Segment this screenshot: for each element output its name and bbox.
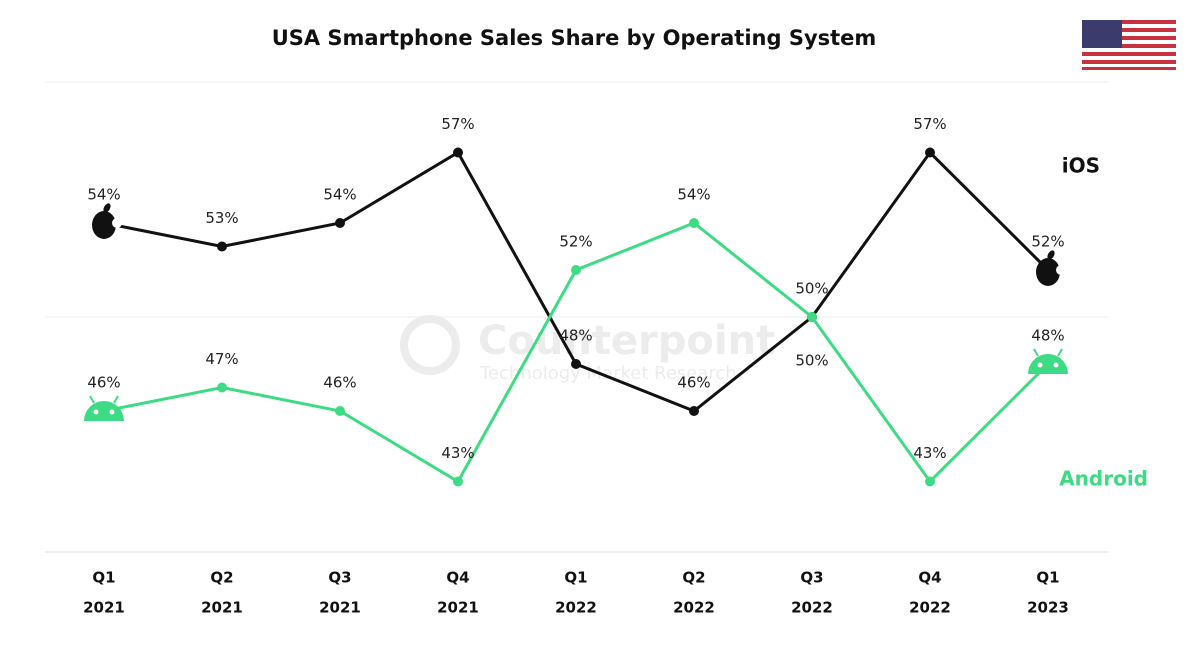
data-label: 48% bbox=[1031, 327, 1064, 345]
legend-label: iOS bbox=[1062, 154, 1100, 178]
x-tick-label: Q1 bbox=[1036, 569, 1059, 587]
point bbox=[571, 359, 581, 369]
watermark: Counterpoint Technology Market Research bbox=[400, 315, 775, 384]
point bbox=[925, 147, 935, 158]
icon-body bbox=[84, 401, 124, 421]
x-tick-label: 2022 bbox=[791, 599, 833, 617]
data-label: 46% bbox=[323, 374, 356, 392]
android-icon bbox=[1028, 348, 1068, 374]
data-label: 57% bbox=[913, 115, 946, 133]
icon-antenna bbox=[89, 395, 95, 404]
point bbox=[335, 218, 345, 228]
android-icon bbox=[84, 395, 124, 421]
watermark-title: Counterpoint bbox=[478, 318, 775, 364]
apple-icon bbox=[1036, 250, 1066, 286]
data-label: 52% bbox=[1031, 233, 1064, 251]
point bbox=[571, 265, 581, 275]
x-tick-label: Q3 bbox=[800, 569, 823, 587]
apple-icon bbox=[92, 203, 122, 239]
x-tick-label: 2022 bbox=[673, 599, 715, 617]
icon-eye bbox=[93, 409, 99, 415]
data-label: 47% bbox=[205, 350, 238, 368]
data-label: 54% bbox=[87, 186, 120, 204]
icon-eye bbox=[109, 409, 115, 415]
x-tick-label: Q3 bbox=[328, 569, 351, 587]
data-label: 54% bbox=[323, 186, 356, 204]
icon-bite bbox=[1056, 265, 1066, 275]
data-label: 46% bbox=[677, 374, 710, 392]
watermark-subtitle: Technology Market Research bbox=[479, 363, 737, 384]
point bbox=[925, 476, 935, 487]
data-label: 50% bbox=[795, 352, 828, 370]
data-label: 48% bbox=[559, 327, 592, 345]
x-tick-label: Q1 bbox=[92, 569, 115, 587]
x-tick-label: Q1 bbox=[564, 569, 587, 587]
icon-eye bbox=[1037, 362, 1043, 368]
flag bbox=[1082, 20, 1176, 70]
icon-antenna bbox=[1033, 348, 1039, 357]
point bbox=[807, 312, 817, 322]
data-label: 54% bbox=[677, 186, 710, 204]
data-label: 46% bbox=[87, 374, 120, 392]
point bbox=[453, 147, 463, 158]
icon-leaf bbox=[103, 203, 111, 213]
icon-body bbox=[92, 211, 116, 239]
x-tick-label: Q2 bbox=[682, 569, 705, 587]
x-tick-label: Q4 bbox=[446, 569, 469, 587]
x-tick-label: 2021 bbox=[201, 599, 243, 617]
x-tick-label: 2023 bbox=[1027, 599, 1069, 617]
icon-bite bbox=[112, 218, 122, 228]
icon-body bbox=[1036, 258, 1060, 286]
x-tick-label: 2021 bbox=[83, 599, 125, 617]
point bbox=[689, 406, 699, 416]
data-label: 52% bbox=[559, 233, 592, 251]
x-tick-label: 2022 bbox=[909, 599, 951, 617]
data-label: 53% bbox=[205, 209, 238, 227]
x-tick-label: 2021 bbox=[437, 599, 479, 617]
icon-body bbox=[1028, 354, 1068, 374]
data-label: 43% bbox=[913, 444, 946, 462]
chart-title: USA Smartphone Sales Share by Operating … bbox=[272, 26, 877, 50]
data-label: 57% bbox=[441, 115, 474, 133]
point bbox=[335, 406, 345, 416]
data-label: 50% bbox=[795, 280, 828, 298]
data-label: 43% bbox=[441, 444, 474, 462]
point bbox=[689, 218, 699, 228]
icon-leaf bbox=[1047, 250, 1055, 260]
icon-eye bbox=[1053, 362, 1059, 368]
x-tick-label: 2022 bbox=[555, 599, 597, 617]
point bbox=[453, 476, 463, 487]
legend-label: Android bbox=[1059, 467, 1148, 491]
x-tick-label: 2021 bbox=[319, 599, 361, 617]
icon-antenna bbox=[113, 395, 119, 404]
x-tick-label: Q2 bbox=[210, 569, 233, 587]
icon-antenna bbox=[1057, 348, 1063, 357]
point bbox=[217, 382, 227, 393]
point bbox=[217, 241, 227, 252]
x-tick-label: Q4 bbox=[918, 569, 941, 587]
